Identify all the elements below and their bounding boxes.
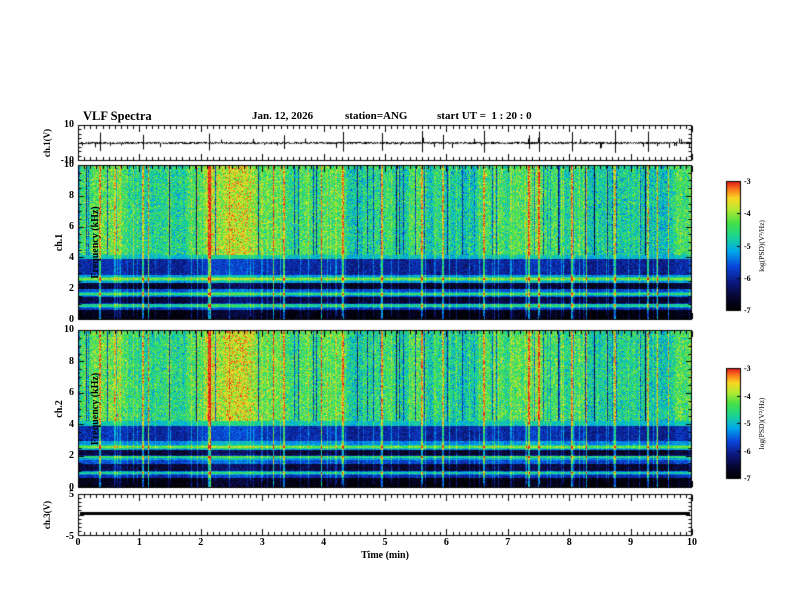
- ch2-spectrogram-ylabel: ch.2 Frequency (kHz): [30, 330, 126, 488]
- y-tick-label: 5: [69, 489, 74, 500]
- y-tick-label: 10: [64, 324, 74, 335]
- ch2-frequency-axis-label: Frequency (kHz): [90, 372, 101, 446]
- ch1-channel-label: ch.1: [54, 233, 65, 252]
- y-tick-label: 8: [69, 190, 74, 201]
- colorbar2-label: log(PSD)(V²/Hz): [757, 397, 766, 450]
- y-tick-label: 6: [69, 387, 74, 399]
- y-tick-label: -10: [60, 155, 74, 166]
- x-tick-label: 3: [259, 537, 265, 548]
- y-tick-label: -5: [65, 531, 74, 542]
- colorbar-tick-label: -3: [744, 364, 751, 373]
- colorbar-tick-label: -3: [744, 177, 751, 186]
- figure-title: VLF Spectra: [83, 109, 152, 123]
- ch1-frequency-axis-label: Frequency (kHz): [90, 206, 101, 279]
- x-tick-label: 0: [75, 537, 81, 548]
- x-tick-label: 6: [443, 537, 449, 548]
- colorbar1-label: log(PSD)(V²/Hz): [757, 220, 766, 272]
- colorbar-tick-label: -5: [744, 419, 751, 428]
- ch2-channel-label: ch.2: [54, 400, 65, 418]
- x-tick-label: 10: [687, 537, 697, 548]
- x-tick-label: 1: [136, 537, 142, 548]
- x-tick-label: 7: [505, 537, 511, 548]
- xaxis-label: Time (min): [361, 550, 409, 561]
- ch3-voltage-ylabel: ch.3(V): [42, 500, 52, 530]
- y-tick-label: 10: [64, 119, 74, 130]
- header-start-ut: start UT = 1 : 20 : 0: [437, 110, 532, 122]
- colorbar-tick-label: -4: [744, 209, 751, 219]
- header-date: Jan. 12, 2026: [252, 110, 314, 122]
- x-tick-label: 8: [566, 537, 572, 548]
- y-tick-label: 0: [69, 482, 74, 493]
- colorbar-tick-label: -6: [744, 273, 751, 283]
- colorbar-tick-label: -4: [744, 391, 751, 401]
- ch1-spectrogram-ylabel: ch.1 Frequency (kHz): [30, 165, 126, 320]
- y-tick-label: 2: [69, 450, 74, 462]
- colorbar-tick-label: -6: [744, 446, 751, 456]
- header-station: station=ANG: [345, 110, 408, 122]
- colorbar-tick-label: -7: [744, 474, 751, 483]
- x-tick-label: 9: [628, 537, 634, 548]
- y-tick-label: 4: [69, 252, 74, 263]
- x-tick-label: 5: [382, 537, 388, 548]
- colorbar-tick-label: -5: [744, 241, 751, 251]
- y-tick-label: 2: [69, 283, 74, 294]
- y-tick-label: 0: [69, 314, 74, 325]
- y-tick-label: 8: [69, 355, 74, 367]
- y-tick-label: 6: [69, 221, 74, 232]
- y-tick-label: 4: [69, 418, 74, 430]
- x-tick-label: 2: [198, 537, 204, 548]
- x-tick-label: 4: [321, 537, 327, 548]
- colorbar-tick-label: -7: [744, 306, 751, 315]
- y-tick-label: 10: [64, 159, 74, 170]
